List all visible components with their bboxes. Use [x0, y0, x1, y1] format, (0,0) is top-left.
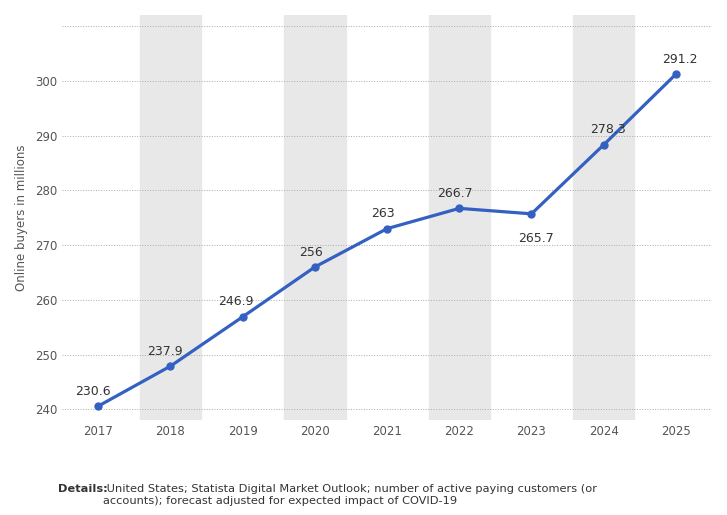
Y-axis label: Online buyers in millions: Online buyers in millions: [15, 144, 28, 291]
Text: United States; Statista Digital Market Outlook; number of active paying customer: United States; Statista Digital Market O…: [103, 484, 598, 506]
Bar: [284, 15, 345, 420]
Bar: [573, 15, 635, 420]
Text: 263: 263: [371, 208, 395, 220]
Text: Details:: Details:: [58, 484, 108, 494]
Text: 256: 256: [299, 246, 323, 259]
Text: 230.6: 230.6: [75, 385, 111, 398]
Bar: [429, 15, 490, 420]
Text: 291.2: 291.2: [662, 53, 698, 66]
Text: 265.7: 265.7: [518, 232, 553, 245]
Bar: [140, 15, 201, 420]
Text: 246.9: 246.9: [218, 296, 254, 308]
Text: 266.7: 266.7: [438, 187, 473, 200]
Text: 278.3: 278.3: [590, 124, 626, 136]
Text: 237.9: 237.9: [147, 345, 182, 358]
